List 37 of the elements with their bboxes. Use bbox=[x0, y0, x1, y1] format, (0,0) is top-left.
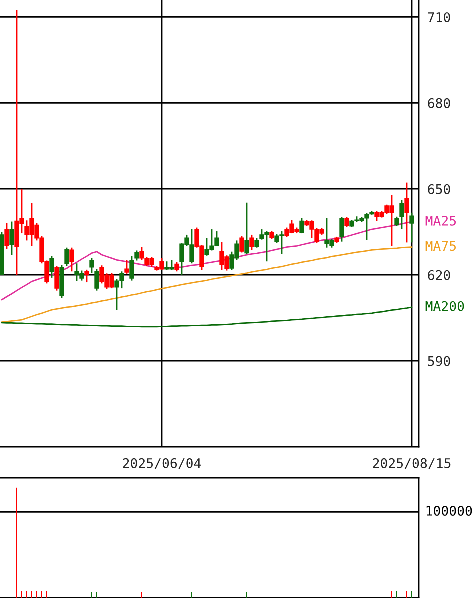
candlestick bbox=[244, 202, 250, 256]
candlestick bbox=[10, 221, 14, 256]
candlestick bbox=[344, 216, 350, 228]
x-tick-label: 2025/06/04 bbox=[123, 458, 202, 470]
candlestick bbox=[300, 218, 304, 234]
candlestick bbox=[90, 258, 94, 274]
x-tick-label: 2025/08/15 bbox=[373, 458, 451, 470]
candlestick bbox=[70, 247, 74, 272]
candlestick bbox=[340, 216, 344, 243]
series-label: MA75 bbox=[426, 241, 456, 252]
text: 100000 bbox=[426, 506, 472, 516]
series-label: MA25 bbox=[426, 216, 456, 226]
candlestick bbox=[134, 250, 140, 262]
y-tick-label: 590 bbox=[428, 356, 450, 366]
y-tick-label: 650 bbox=[428, 184, 450, 194]
candlestick bbox=[84, 269, 90, 284]
line-series bbox=[1, 246, 413, 324]
candlestick bbox=[404, 182, 410, 244]
line-series bbox=[1, 306, 413, 328]
series-label: MA200 bbox=[426, 301, 464, 312]
candlestick bbox=[394, 216, 400, 228]
candlestick bbox=[94, 268, 100, 292]
candlestick bbox=[54, 266, 60, 292]
y-tick-label: 620 bbox=[428, 270, 450, 280]
candlestick bbox=[64, 247, 70, 268]
candlestick bbox=[50, 256, 54, 279]
candlestick bbox=[130, 256, 134, 282]
candlestick bbox=[4, 222, 10, 250]
y-tick-label: 680 bbox=[428, 98, 450, 108]
candlestick bbox=[124, 259, 130, 275]
candlestick bbox=[174, 261, 180, 272]
candlestick bbox=[240, 236, 244, 254]
candlestick bbox=[410, 212, 414, 244]
y-tick-label: 710 bbox=[428, 12, 450, 22]
candlestick bbox=[250, 234, 254, 251]
candlestick bbox=[254, 237, 260, 249]
candlestick bbox=[400, 200, 404, 230]
